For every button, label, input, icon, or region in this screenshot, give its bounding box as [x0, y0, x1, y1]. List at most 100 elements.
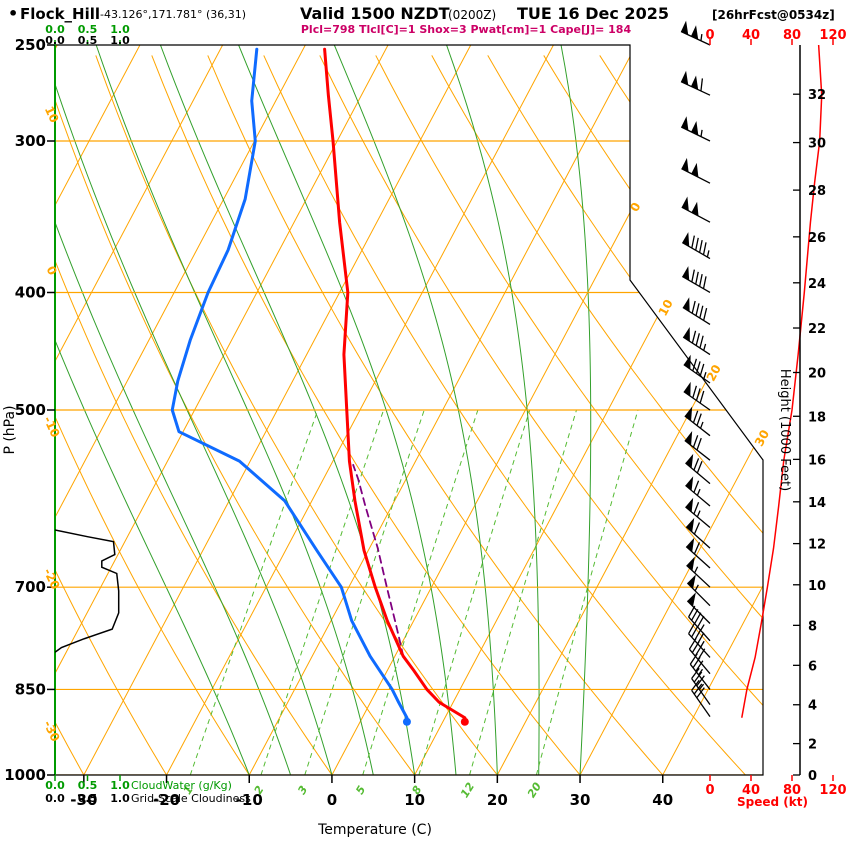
- tick-label: 40: [742, 28, 760, 43]
- temperature-axis-title: Temperature (C): [317, 822, 432, 838]
- tick-label: 0.5: [78, 23, 98, 36]
- tick-label: 10: [404, 791, 425, 809]
- wind-barb-feather: [693, 683, 703, 695]
- tick-label: 400: [15, 283, 46, 301]
- wind-barb-pennant: [691, 121, 699, 136]
- tick-label: 26: [808, 231, 826, 246]
- tick-label: 8: [808, 619, 817, 634]
- tick-label: 30: [570, 791, 591, 809]
- wind-barb-staff: [686, 582, 711, 607]
- tick-label: 20: [487, 791, 508, 809]
- tick-label: 0.0: [45, 23, 65, 36]
- tick-label: 6: [808, 659, 817, 674]
- wind-barb-pennant: [685, 497, 694, 513]
- wind-barb-pennant: [681, 116, 689, 131]
- wind-barb-pennant: [685, 476, 694, 491]
- wind-barb-feather: [691, 667, 700, 679]
- dry-adiabat-line: [207, 55, 666, 775]
- moist-adiabat-line: [95, 45, 374, 775]
- wind-barb-feather: [693, 522, 701, 535]
- tick-label: 2: [808, 738, 817, 753]
- wind-barb-feather: [696, 460, 703, 474]
- wind-barb-feather: [693, 671, 703, 683]
- moist-adiabat-line: [159, 45, 416, 775]
- valid-zulu: (0200Z): [448, 8, 496, 22]
- wind-barb-feather: [699, 390, 705, 404]
- dry-adiabat-line: [55, 55, 252, 775]
- dewpoint-curve: [170, 47, 409, 720]
- moist-adiabat-line: [333, 45, 498, 775]
- tick-label: -10: [236, 791, 263, 809]
- tick-label: 40: [652, 791, 673, 809]
- tick-label: 80: [783, 783, 801, 798]
- wind-barb-half-feather: [698, 668, 704, 676]
- moist-adiabat-line: [560, 45, 592, 775]
- wind-barb-feather: [694, 629, 702, 641]
- wind-barb-feather: [695, 388, 701, 401]
- tick-label: 12: [808, 538, 826, 553]
- dry-adiabat-line: [263, 55, 749, 775]
- wind-barb-staff: [685, 546, 711, 569]
- tick-label: 10: [42, 104, 62, 125]
- wind-barb-staff: [681, 206, 711, 223]
- wind-barb-pennant: [683, 354, 691, 370]
- wind-barb-feather: [691, 330, 697, 344]
- wind-barb-pennant: [686, 517, 695, 533]
- wind-barb-feather: [695, 303, 700, 316]
- wind-barb-feather: [699, 335, 704, 349]
- tick-label: 0.0: [45, 34, 65, 47]
- dry-adiabat-line: [487, 55, 763, 775]
- wind-barb-pennant: [684, 406, 693, 421]
- wind-barb-pennant: [690, 25, 699, 40]
- dry-adiabat-line: [55, 55, 335, 775]
- tick-label: 24: [808, 277, 826, 292]
- surface-temp-marker: [460, 717, 469, 726]
- cloud-profile: [55, 529, 120, 653]
- tick-label: 20: [704, 362, 724, 383]
- wind-barb-half-feather: [700, 33, 703, 41]
- wind-barb-half-feather: [703, 343, 707, 351]
- tick-label: -30: [70, 791, 97, 809]
- sounding-curves: [170, 47, 469, 726]
- wind-barb-half-feather: [700, 129, 703, 137]
- wind-barb-feather: [697, 615, 705, 628]
- tick-label: 500: [15, 401, 46, 419]
- wind-barb-feather: [693, 542, 701, 555]
- wind-barb-staff: [684, 439, 711, 461]
- wind-barb-pennant: [683, 381, 691, 397]
- tick-label: 32: [808, 88, 826, 103]
- wind-barb-pennant: [685, 453, 694, 469]
- wind-barb-staff: [682, 306, 711, 325]
- wind-barb-half-feather: [700, 640, 705, 648]
- wind-barb-staff: [684, 415, 711, 437]
- tick-label: 300: [15, 132, 46, 150]
- wind-barb-feather: [699, 363, 705, 377]
- moist-adiabat-line: [55, 45, 333, 775]
- wind-barb-feather: [695, 333, 700, 346]
- valid-time: Valid 1500 NZDT: [300, 4, 450, 23]
- wind-barb-pennant: [690, 75, 699, 90]
- wind-barb-feather: [688, 622, 696, 635]
- mixing-ratio-line: [469, 409, 577, 775]
- wind-barb-feather: [693, 480, 700, 493]
- wind-barb-staff: [680, 81, 711, 96]
- tick-label: 0.0: [45, 779, 65, 792]
- valid-date: TUE 16 Dec 2025: [517, 4, 669, 23]
- stability-indices: Plcl=798 Tlcl[C]=1 Shox=3 Pwat[cm]=1 Cap…: [301, 23, 632, 36]
- wind-barb-half-feather: [696, 488, 701, 496]
- dry-adiabat-line: [375, 55, 763, 775]
- tick-label: 80: [783, 28, 801, 43]
- wind-barb-half-feather: [694, 566, 699, 574]
- tick-label: 250: [15, 36, 46, 54]
- wind-barb-feather: [696, 687, 705, 699]
- wind-barb-feather: [692, 435, 699, 448]
- tick-label: 10: [808, 579, 826, 594]
- wind-barb-half-feather: [700, 624, 705, 631]
- wind-barb-half-feather: [694, 584, 699, 592]
- wind-barb-feather: [691, 625, 699, 638]
- wind-barb-pennant: [681, 196, 689, 211]
- tick-label: -20: [153, 791, 180, 809]
